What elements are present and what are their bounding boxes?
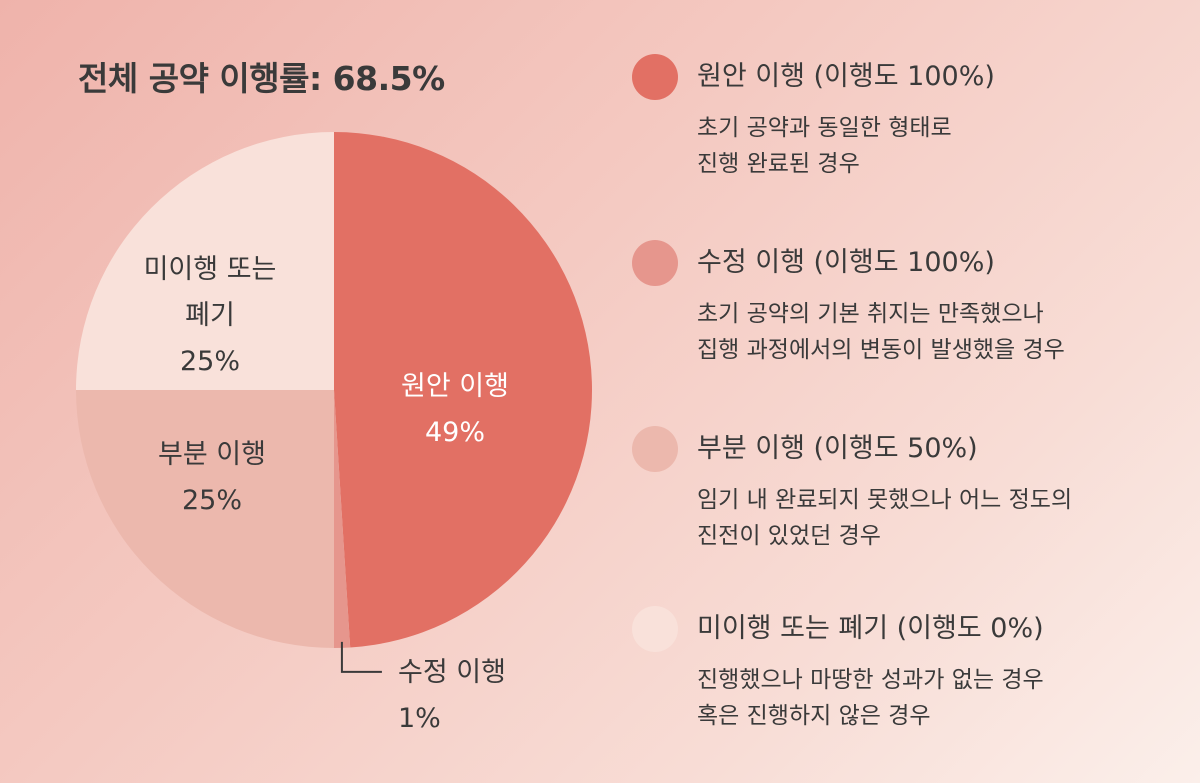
- legend-title-unfulfilled: 미이행 또는 폐기 (이행도 0%): [697, 613, 1044, 644]
- legend-swatch-partial: [632, 426, 678, 472]
- legend-desc-unfulfilled: 진행했으나 마땅한 성과가 없는 경우 혹은 진행하지 않은 경우: [697, 667, 1044, 729]
- slice-label-unfulfilled: 미이행 또는: [144, 254, 277, 285]
- pie-slice-modified: [334, 390, 351, 648]
- legend-swatch-unfulfilled: [632, 606, 678, 652]
- chart-title: 전체 공약 이행률: 68.5%: [78, 59, 445, 98]
- legend-swatch-original: [632, 54, 678, 100]
- slice-value-partial: 25%: [182, 485, 242, 516]
- legend-desc-modified: 초기 공약의 기본 취지는 만족했으나 집행 과정에서의 변동이 발생했을 경우: [697, 301, 1065, 363]
- callout-value-text: 1%: [398, 703, 441, 734]
- legend-title-original: 원안 이행 (이행도 100%): [697, 61, 995, 92]
- pie-slice-unfulfilled: [76, 132, 334, 390]
- pie-slice-original: [334, 132, 593, 648]
- pie-slices: [76, 132, 593, 648]
- pie-slice-partial: [76, 390, 334, 648]
- legend-title-partial: 부분 이행 (이행도 50%): [697, 433, 978, 464]
- callout-label-text: 수정 이행: [398, 657, 506, 688]
- slice-value-original: 49%: [425, 417, 485, 448]
- legend-desc-original: 초기 공약과 동일한 형태로 진행 완료된 경우: [697, 115, 952, 177]
- slice-label-original: 원안 이행: [401, 371, 509, 402]
- callout-leader-line: [340, 641, 382, 673]
- legend-swatch-modified: [632, 240, 678, 286]
- legend-title-modified: 수정 이행 (이행도 100%): [697, 247, 995, 278]
- legend-desc-partial: 임기 내 완료되지 못했으나 어느 정도의 진전이 있었던 경우: [697, 487, 1073, 549]
- slice-value-unfulfilled: 25%: [180, 346, 240, 377]
- slice-label-partial: 부분 이행: [158, 439, 266, 470]
- slice-label-unfulfilled: 폐기: [185, 300, 235, 331]
- callout-label: 수정 이행 1%: [398, 650, 506, 742]
